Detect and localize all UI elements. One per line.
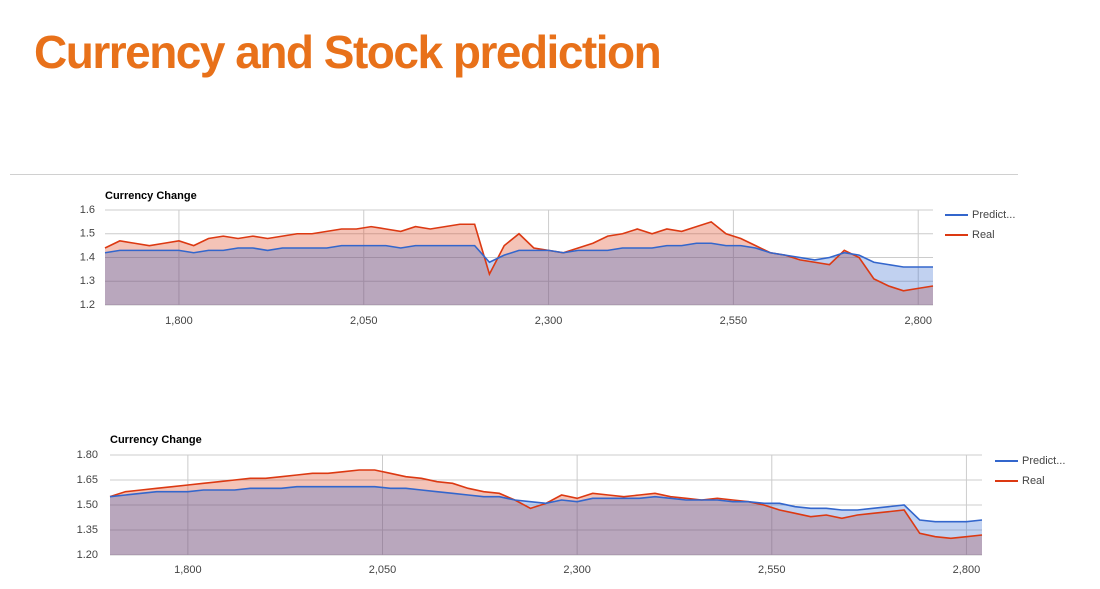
x-tick-label: 2,050: [350, 315, 378, 327]
legend-label: Real: [972, 229, 995, 241]
x-tick-label: 1,800: [174, 564, 202, 576]
y-tick-label: 1.6: [80, 204, 95, 216]
series-line: [104, 242, 933, 268]
area-fill: [105, 243, 933, 305]
area-fill: [110, 470, 982, 555]
x-tick-label: 2,050: [369, 564, 397, 576]
series-line: [104, 220, 934, 292]
x-tick-label: 2,550: [758, 564, 786, 576]
y-tick-label: 1.2: [80, 299, 95, 311]
x-tick-label: 2,800: [904, 315, 932, 327]
legend-label: Real: [1022, 475, 1045, 487]
x-tick-label: 2,300: [535, 315, 563, 327]
x-tick-label: 2,300: [563, 564, 591, 576]
legend-label: Predict...: [972, 209, 1015, 221]
y-tick-label: 1.35: [77, 524, 98, 536]
y-tick-label: 1.20: [77, 549, 98, 561]
x-tick-label: 2,550: [720, 315, 748, 327]
area-fill: [105, 221, 933, 305]
area-fill: [110, 486, 982, 555]
chart-title: Currency Change: [110, 434, 202, 446]
legend-label: Predict...: [1022, 455, 1065, 467]
y-tick-label: 1.4: [80, 251, 95, 263]
x-tick-label: 2,800: [953, 564, 981, 576]
y-tick-label: 1.3: [80, 275, 95, 287]
y-tick-label: 1.65: [77, 474, 98, 486]
chart-title: Currency Change: [105, 190, 197, 202]
x-tick-label: 1,800: [165, 315, 193, 327]
y-tick-label: 1.80: [77, 449, 98, 461]
page-title: Currency and Stock prediction: [34, 26, 660, 78]
series-line: [109, 485, 983, 523]
y-tick-label: 1.5: [80, 228, 95, 240]
y-tick-label: 1.50: [77, 499, 98, 511]
